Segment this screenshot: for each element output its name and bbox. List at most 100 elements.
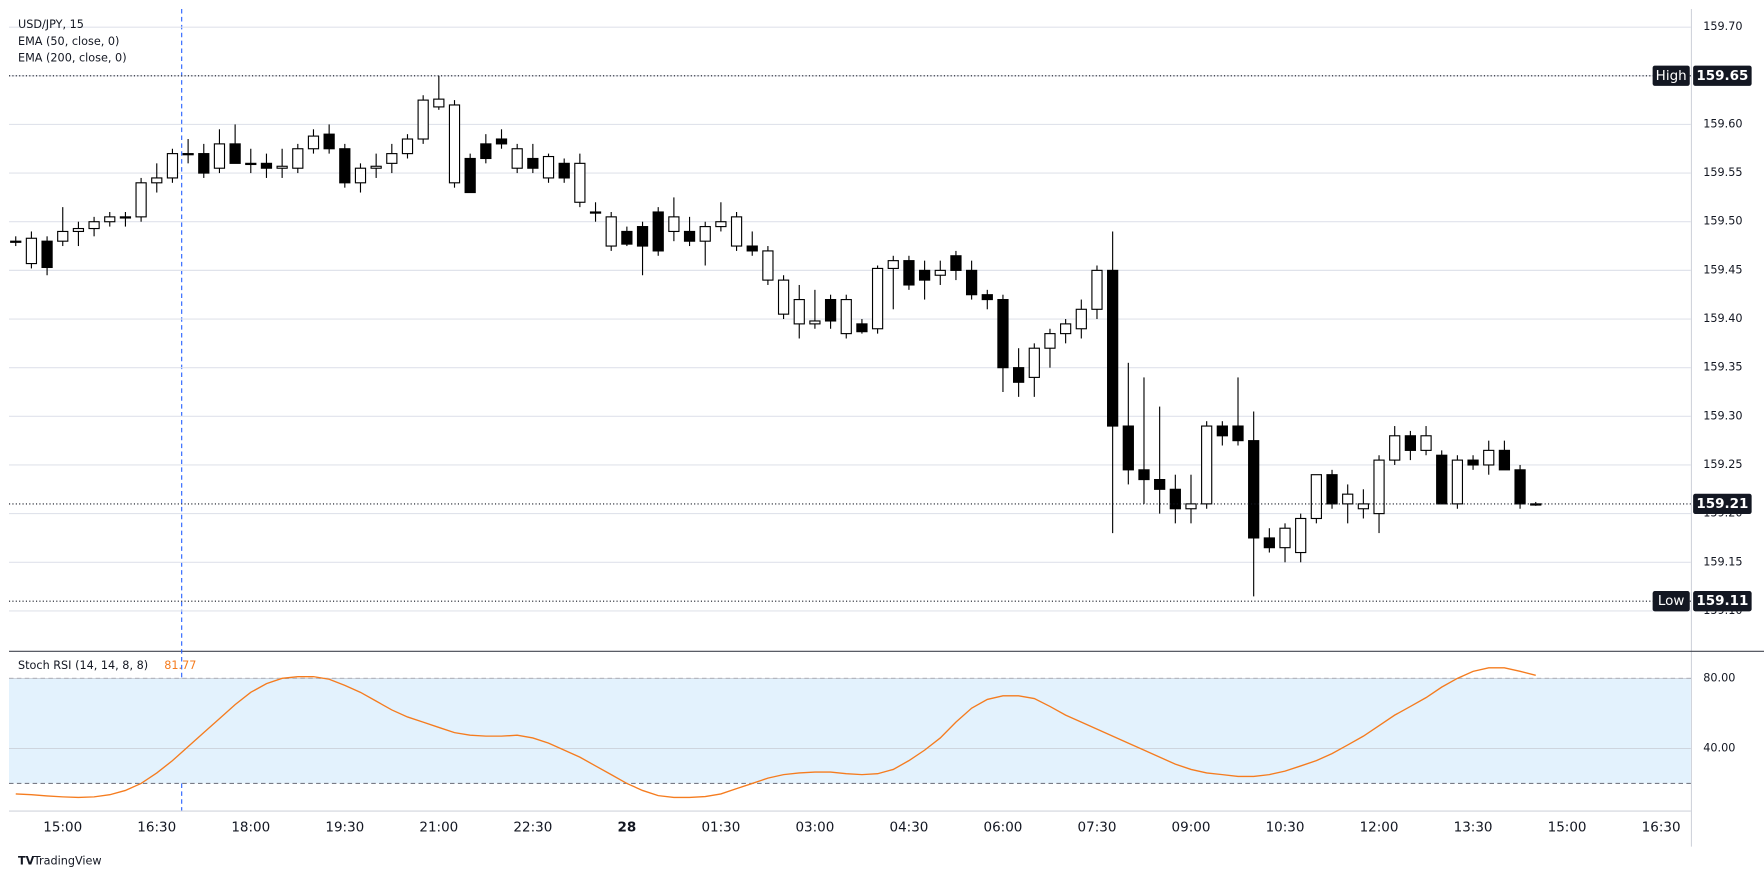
candle-body bbox=[683, 230, 696, 242]
candle-body bbox=[1075, 308, 1087, 330]
candle-body bbox=[1060, 323, 1072, 335]
candle-body bbox=[1530, 503, 1542, 506]
x-tick-label: 10:30 bbox=[1266, 819, 1305, 835]
candle-body bbox=[198, 153, 210, 174]
candle-body bbox=[887, 260, 899, 269]
price-label: 159.21 bbox=[1696, 496, 1748, 512]
price-label-box bbox=[1693, 65, 1752, 86]
candle-body bbox=[668, 216, 680, 233]
price-tag-box bbox=[1652, 591, 1690, 612]
candle-body bbox=[605, 216, 617, 247]
y-tick-label: 159.50 bbox=[1703, 215, 1742, 228]
candle-body bbox=[386, 153, 398, 164]
candle-body bbox=[1185, 503, 1197, 510]
candle-body bbox=[1154, 479, 1166, 490]
x-tick-label: 16:30 bbox=[1642, 819, 1681, 835]
candle-body bbox=[1263, 537, 1275, 549]
candle-body bbox=[1514, 469, 1526, 505]
candle-body bbox=[480, 143, 492, 160]
candle-body bbox=[307, 135, 320, 150]
candle-body bbox=[542, 155, 555, 179]
candle-body bbox=[950, 255, 962, 271]
price-label: 159.65 bbox=[1696, 68, 1748, 84]
price-tag: High bbox=[1656, 68, 1687, 84]
candle-body bbox=[809, 320, 821, 325]
x-tick-label: 04:30 bbox=[889, 819, 928, 835]
candle-body bbox=[1420, 435, 1432, 451]
indicator-label: EMA (50, close, 0) bbox=[18, 35, 119, 48]
y-tick-label: 159.25 bbox=[1703, 458, 1742, 471]
candle-body bbox=[1279, 527, 1291, 549]
x-tick-label: 09:00 bbox=[1172, 819, 1211, 835]
candle-body bbox=[730, 216, 743, 247]
indicator-label: EMA (200, close, 0) bbox=[18, 52, 127, 65]
y-tick-label: 159.45 bbox=[1703, 263, 1742, 276]
candle-body bbox=[464, 157, 476, 194]
x-tick-label: 12:00 bbox=[1360, 819, 1399, 835]
y-tick-label: 159.15 bbox=[1703, 555, 1742, 568]
candle-body bbox=[1232, 425, 1244, 442]
candle-body bbox=[260, 162, 273, 169]
candle-body bbox=[1044, 333, 1056, 349]
candle-body bbox=[558, 162, 570, 179]
x-tick-label: 15:00 bbox=[43, 819, 82, 835]
candle-body bbox=[981, 294, 993, 301]
candle-body bbox=[636, 226, 649, 247]
x-tick-label: 15:00 bbox=[1548, 819, 1587, 835]
candle-body bbox=[448, 104, 461, 184]
candle-body bbox=[433, 98, 445, 108]
x-tick-label: 28 bbox=[617, 819, 636, 835]
y-tick-label: 80.00 bbox=[1703, 671, 1735, 684]
candle-body bbox=[652, 211, 664, 252]
candle-body bbox=[511, 148, 523, 169]
y-tick-label: 159.60 bbox=[1703, 117, 1742, 130]
candle-body bbox=[1483, 449, 1495, 466]
candle-body bbox=[1436, 454, 1448, 505]
x-tick-label: 18:00 bbox=[231, 819, 270, 835]
x-tick-label: 07:30 bbox=[1078, 819, 1117, 835]
candle-body bbox=[245, 162, 257, 166]
x-tick-label: 03:00 bbox=[795, 819, 834, 835]
candle-body bbox=[621, 230, 633, 245]
candle-body bbox=[1201, 425, 1213, 505]
stoch-title: Stoch RSI (14, 14, 8, 8) bbox=[18, 659, 148, 672]
y-tick-label: 40.00 bbox=[1703, 741, 1735, 754]
candle-body bbox=[151, 177, 163, 184]
candle-body bbox=[1248, 440, 1260, 539]
candle-body bbox=[166, 153, 179, 179]
candle-body bbox=[10, 240, 22, 243]
candle-body bbox=[339, 148, 351, 184]
x-tick-label: 21:00 bbox=[419, 819, 458, 835]
candle-body bbox=[1498, 449, 1511, 471]
candle-body bbox=[213, 143, 226, 169]
candle-body bbox=[57, 230, 69, 242]
candle-body bbox=[417, 99, 429, 140]
y-tick-label: 159.35 bbox=[1703, 361, 1742, 374]
candle-body bbox=[25, 237, 38, 265]
candle-body bbox=[1091, 269, 1103, 310]
candle-body bbox=[777, 279, 790, 315]
candle-body bbox=[824, 298, 837, 322]
candle-body bbox=[1389, 435, 1401, 461]
y-tick-label: 159.40 bbox=[1703, 312, 1742, 325]
candle-body bbox=[182, 153, 194, 156]
band bbox=[9, 678, 1691, 784]
price-label: 159.11 bbox=[1696, 593, 1748, 609]
stoch-value: 81.77 bbox=[164, 659, 196, 672]
candle-body bbox=[856, 323, 868, 333]
candle-body bbox=[871, 267, 884, 330]
candle-body bbox=[1451, 459, 1464, 505]
candle-body bbox=[1357, 503, 1369, 510]
candle-body bbox=[965, 269, 978, 296]
candle-body bbox=[1326, 474, 1338, 505]
candle-body bbox=[762, 250, 774, 281]
candle-body bbox=[574, 162, 586, 203]
symbol-title: USD/JPY, 15 bbox=[18, 18, 84, 31]
y-tick-label: 159.70 bbox=[1703, 20, 1742, 33]
candle-body bbox=[1404, 435, 1417, 451]
x-tick-label: 19:30 bbox=[325, 819, 364, 835]
candle-body bbox=[699, 226, 711, 242]
price-label-box bbox=[1693, 591, 1752, 612]
x-tick-label: 22:30 bbox=[513, 819, 552, 835]
